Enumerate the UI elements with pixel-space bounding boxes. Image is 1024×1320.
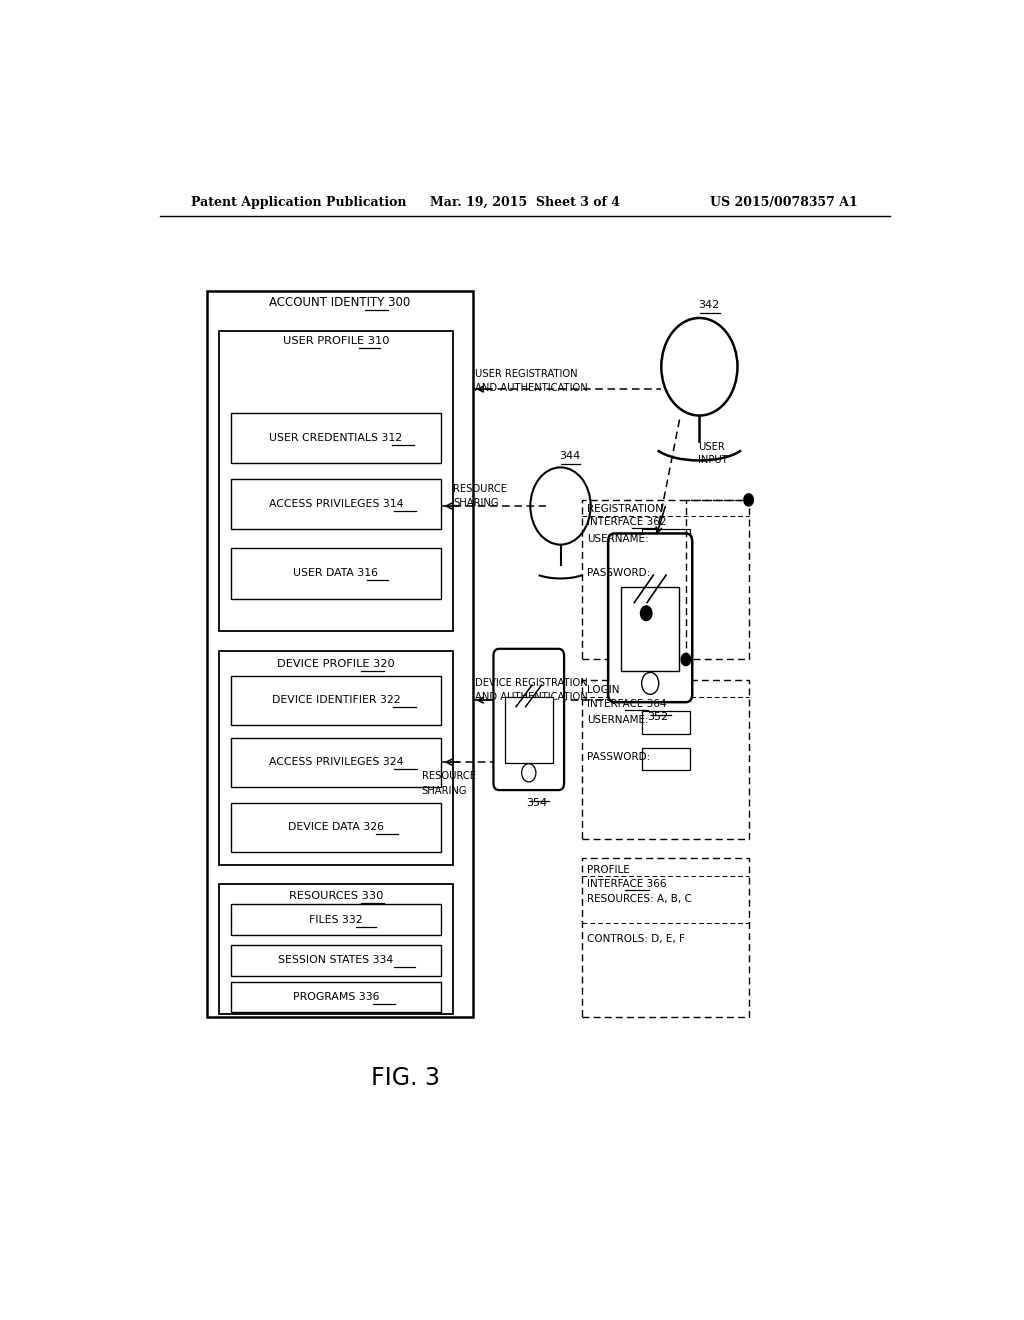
FancyBboxPatch shape (231, 904, 441, 935)
Text: SHARING: SHARING (422, 785, 467, 796)
Text: RESOURCE: RESOURCE (422, 771, 475, 781)
FancyBboxPatch shape (231, 479, 441, 529)
Text: USERNAME:: USERNAME: (587, 715, 648, 726)
FancyBboxPatch shape (582, 680, 749, 840)
FancyBboxPatch shape (642, 529, 690, 552)
Text: USERNAME:: USERNAME: (587, 533, 648, 544)
FancyBboxPatch shape (642, 711, 690, 734)
Text: 352: 352 (647, 713, 669, 722)
Text: US 2015/0078357 A1: US 2015/0078357 A1 (711, 195, 858, 209)
Text: LOGIN: LOGIN (587, 685, 620, 694)
FancyBboxPatch shape (231, 412, 441, 463)
FancyBboxPatch shape (231, 676, 441, 725)
Text: ACCOUNT IDENTITY 300: ACCOUNT IDENTITY 300 (269, 296, 411, 309)
Text: FILES 332: FILES 332 (309, 915, 362, 925)
Text: USER DATA 316: USER DATA 316 (294, 568, 379, 578)
Text: INTERFACE 362: INTERFACE 362 (587, 517, 667, 527)
Circle shape (743, 494, 754, 506)
FancyBboxPatch shape (231, 945, 441, 975)
Text: AND AUTHENTICATION: AND AUTHENTICATION (475, 383, 588, 393)
Text: SHARING: SHARING (454, 498, 499, 508)
Text: INPUT: INPUT (697, 455, 728, 465)
Text: ACCESS PRIVILEGES 324: ACCESS PRIVILEGES 324 (268, 758, 403, 767)
FancyBboxPatch shape (219, 331, 454, 631)
Circle shape (681, 653, 690, 665)
FancyBboxPatch shape (231, 982, 441, 1012)
Circle shape (640, 606, 652, 620)
Text: SESSION STATES 334: SESSION STATES 334 (279, 956, 393, 965)
FancyBboxPatch shape (231, 738, 441, 787)
FancyBboxPatch shape (642, 562, 690, 585)
Text: USER REGISTRATION: USER REGISTRATION (475, 368, 578, 379)
Text: PASSWORD:: PASSWORD: (587, 568, 650, 578)
Text: PROFILE: PROFILE (587, 865, 630, 875)
FancyBboxPatch shape (642, 748, 690, 771)
FancyBboxPatch shape (207, 290, 473, 1018)
Text: USER: USER (697, 442, 725, 451)
Text: RESOURCE: RESOURCE (454, 483, 507, 494)
Text: INTERFACE 364: INTERFACE 364 (587, 700, 667, 709)
Text: 354: 354 (526, 799, 547, 808)
Text: CONTROLS: D, E, F: CONTROLS: D, E, F (587, 935, 685, 944)
FancyBboxPatch shape (219, 884, 454, 1014)
Text: REGISTRATION: REGISTRATION (587, 504, 663, 513)
Text: 344: 344 (559, 451, 581, 461)
FancyBboxPatch shape (231, 803, 441, 851)
Text: Patent Application Publication: Patent Application Publication (191, 195, 407, 209)
Text: USER PROFILE 310: USER PROFILE 310 (283, 337, 389, 346)
Text: FIG. 3: FIG. 3 (372, 1067, 440, 1090)
FancyBboxPatch shape (621, 587, 680, 671)
Text: DEVICE PROFILE 320: DEVICE PROFILE 320 (278, 659, 395, 668)
Text: AND AUTHENTICATION: AND AUTHENTICATION (475, 692, 588, 702)
Text: DEVICE IDENTIFIER 322: DEVICE IDENTIFIER 322 (271, 696, 400, 705)
Text: 342: 342 (698, 300, 720, 310)
FancyBboxPatch shape (582, 500, 749, 660)
Text: INTERFACE 366: INTERFACE 366 (587, 879, 667, 890)
FancyBboxPatch shape (582, 858, 749, 1018)
Text: ACCESS PRIVILEGES 314: ACCESS PRIVILEGES 314 (268, 499, 403, 510)
Text: PASSWORD:: PASSWORD: (587, 752, 650, 762)
FancyBboxPatch shape (231, 548, 441, 598)
FancyBboxPatch shape (219, 651, 454, 865)
Text: Mar. 19, 2015  Sheet 3 of 4: Mar. 19, 2015 Sheet 3 of 4 (430, 195, 620, 209)
Text: RESOURCES 330: RESOURCES 330 (289, 891, 383, 902)
Text: DEVICE REGISTRATION: DEVICE REGISTRATION (475, 678, 588, 688)
FancyBboxPatch shape (494, 649, 564, 791)
FancyBboxPatch shape (608, 533, 692, 702)
Text: PROGRAMS 336: PROGRAMS 336 (293, 991, 379, 1002)
Text: RESOURCES: A, B, C: RESOURCES: A, B, C (587, 895, 691, 904)
Text: USER CREDENTIALS 312: USER CREDENTIALS 312 (269, 433, 402, 444)
Text: DEVICE DATA 326: DEVICE DATA 326 (288, 822, 384, 832)
FancyBboxPatch shape (505, 697, 553, 763)
